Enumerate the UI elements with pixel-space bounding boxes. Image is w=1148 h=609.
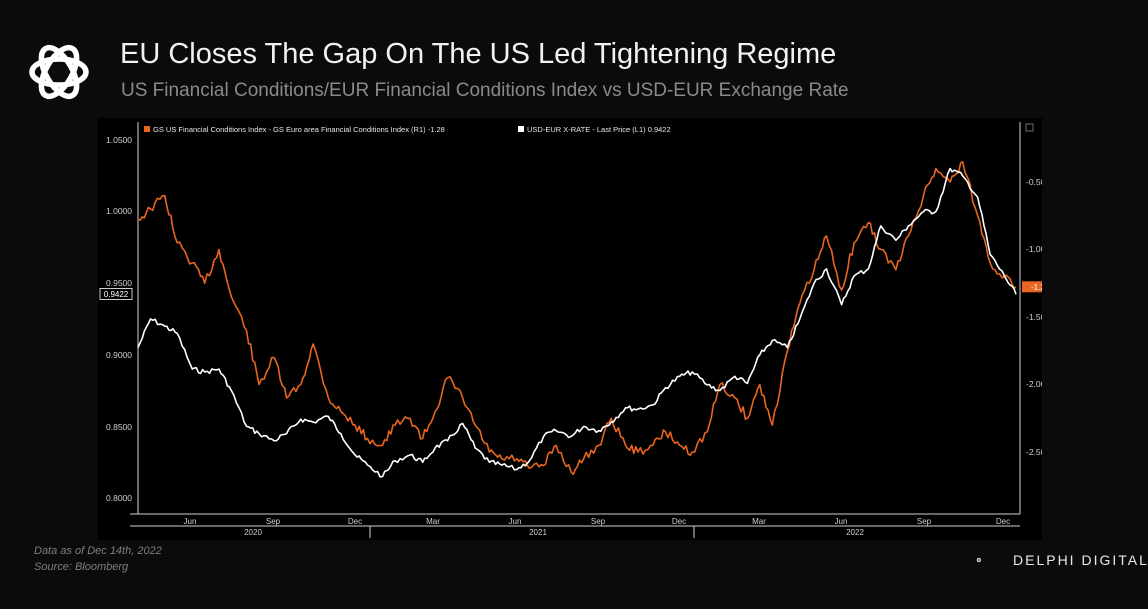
left-tick-label: 0.8000 — [106, 493, 132, 503]
x-year-label: 2021 — [529, 528, 547, 537]
right-tick-label: -1.00 — [1026, 244, 1042, 254]
right-tick-label: -2.00 — [1026, 379, 1042, 389]
last-value-tag-left-box — [99, 287, 133, 300]
right-tick-label: -2.50 — [1026, 447, 1042, 457]
chart-corner-icon — [1025, 123, 1034, 132]
right-axis-ticks: -0.50 -1.00 -1.50 -2.00 -2.50 — [1026, 177, 1042, 457]
x-month-label: Dec — [348, 517, 362, 526]
last-value-tag-left: 0.9422 — [99, 287, 133, 300]
delphi-logo-icon — [29, 44, 89, 100]
source-note: Source: Bloomberg — [34, 561, 129, 573]
last-value-tag-left-text: 0.9422 — [104, 290, 129, 299]
x-month-label: Jun — [835, 517, 848, 526]
page-subtitle: US Financial Conditions/EUR Financial Co… — [121, 80, 849, 101]
chart-menu-icon — [1025, 123, 1034, 132]
x-month-label: Mar — [752, 517, 766, 526]
x-year-label: 2022 — [846, 528, 864, 537]
left-tick-label: 0.9500 — [106, 278, 132, 288]
legend-swatch-white — [518, 126, 524, 132]
x-month-label: Dec — [672, 517, 686, 526]
brand-name: DELPHI DIGITAL — [1013, 552, 1148, 568]
x-month-label: Sep — [917, 517, 932, 526]
legend-label-white: USD-EUR X-RATE - Last Price (L1) 0.9422 — [527, 125, 671, 134]
series-line-financial-conditions — [137, 161, 1017, 475]
x-month-label: Dec — [996, 517, 1010, 526]
legend-swatch-orange — [144, 126, 150, 132]
chart-background — [98, 118, 1042, 540]
last-value-tag-right-box — [1022, 281, 1042, 293]
x-month-label: Mar — [426, 517, 440, 526]
last-value-tag-right: -1.28 — [1022, 281, 1042, 293]
x-axis-ticks: Jun Sep Dec Mar Jun Sep Dec Mar Jun Sep … — [184, 517, 1010, 538]
left-tick-label: 1.0500 — [106, 135, 132, 145]
x-month-label: Sep — [591, 517, 606, 526]
left-tick-label: 1.0000 — [106, 206, 132, 216]
legend-label-orange: GS US Financial Conditions Index - GS Eu… — [153, 125, 445, 134]
left-tick-label: 0.8500 — [106, 422, 132, 432]
x-month-label: Jun — [184, 517, 197, 526]
x-month-label: Sep — [266, 517, 281, 526]
last-value-tag-right-text: -1.28 — [1031, 283, 1042, 292]
x-year-label: 2020 — [244, 528, 262, 537]
right-tick-label: -1.50 — [1026, 312, 1042, 322]
page-title: EU Closes The Gap On The US Led Tighteni… — [120, 38, 837, 70]
left-tick-label: 0.9000 — [106, 350, 132, 360]
chart-legend: GS US Financial Conditions Index - GS Eu… — [144, 125, 671, 134]
chart-panel: 1.0500 1.0000 0.9500 0.9000 0.8500 0.800… — [98, 118, 1042, 540]
brand-logo-icon — [976, 557, 982, 563]
data-as-of-note: Data as of Dec 14th, 2022 — [34, 545, 162, 557]
right-tick-label: -0.50 — [1026, 177, 1042, 187]
x-month-label: Jun — [509, 517, 522, 526]
left-axis-ticks: 1.0500 1.0000 0.9500 0.9000 0.8500 0.800… — [106, 135, 132, 503]
series-line-usd-eur — [137, 167, 1017, 478]
